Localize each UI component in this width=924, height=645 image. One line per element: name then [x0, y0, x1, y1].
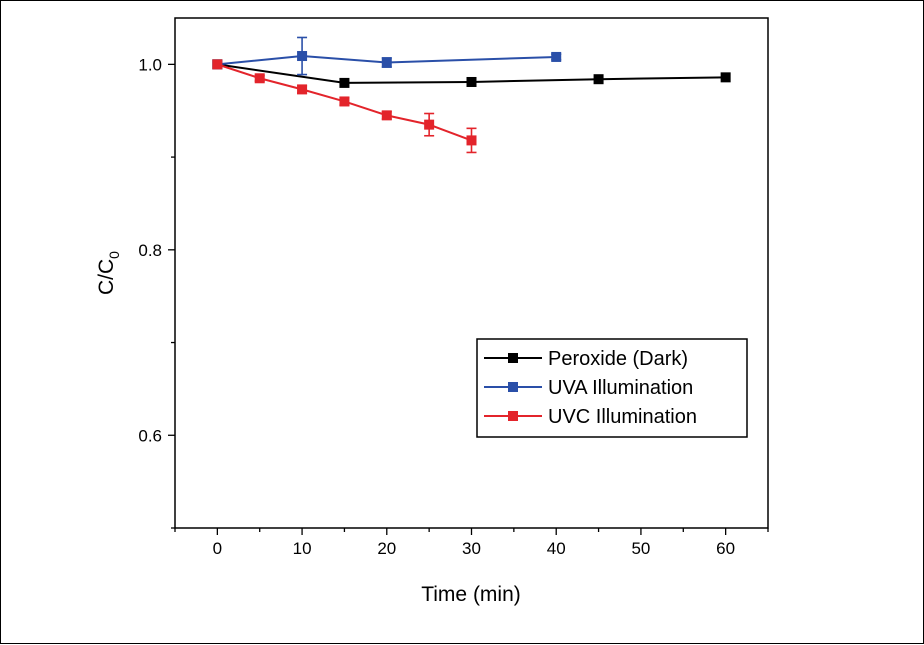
y-axis-title: C/C0 — [95, 251, 122, 295]
data-point-marker — [466, 76, 477, 87]
y-axis-title-main: C/C — [95, 259, 118, 295]
legend-marker — [508, 353, 518, 363]
x-tick-label: 10 — [293, 539, 312, 558]
y-tick-label: 0.8 — [138, 241, 162, 260]
x-tick-label: 20 — [377, 539, 396, 558]
data-point-marker — [381, 57, 392, 68]
y-tick-label: 1.0 — [138, 55, 162, 74]
data-point-marker — [297, 84, 308, 95]
x-tick-label: 50 — [631, 539, 650, 558]
legend-label: UVA Illumination — [548, 377, 693, 399]
data-point-marker — [212, 59, 223, 70]
legend-label: Peroxide (Dark) — [548, 348, 688, 370]
plot-area — [174, 17, 769, 529]
x-tick-label: 40 — [547, 539, 566, 558]
series — [212, 59, 731, 88]
data-point-marker — [720, 72, 731, 83]
series-layer — [212, 36, 731, 154]
data-point-marker — [424, 119, 435, 130]
x-tick-label: 60 — [716, 539, 735, 558]
data-point-marker — [593, 74, 604, 85]
series-line — [217, 55, 557, 66]
data-point-marker — [381, 110, 392, 121]
legend-marker — [508, 382, 518, 392]
y-tick-label: 0.6 — [138, 426, 162, 445]
data-point-marker — [339, 77, 350, 88]
data-point-marker — [466, 135, 477, 146]
x-axis-ticks: 0 10 20 30 40 50 60 — [174, 528, 769, 558]
data-point-marker — [339, 96, 350, 107]
series — [212, 59, 477, 154]
legend: Peroxide (Dark) UVA Illumination UVC Illum… — [476, 338, 748, 438]
data-point-marker — [297, 51, 308, 62]
y-axis-ticks: 0.6 0.8 1.0 — [138, 55, 175, 529]
legend-label: UVC Illumination — [548, 406, 697, 428]
series — [212, 36, 562, 76]
x-axis-title: Time (min) — [421, 583, 521, 606]
x-tick-label: 30 — [462, 539, 481, 558]
data-point-marker — [254, 73, 265, 84]
legend-marker — [508, 411, 518, 421]
x-tick-label: 0 — [213, 539, 222, 558]
data-point-marker — [551, 51, 562, 62]
y-axis-title-subscript: 0 — [106, 251, 122, 259]
